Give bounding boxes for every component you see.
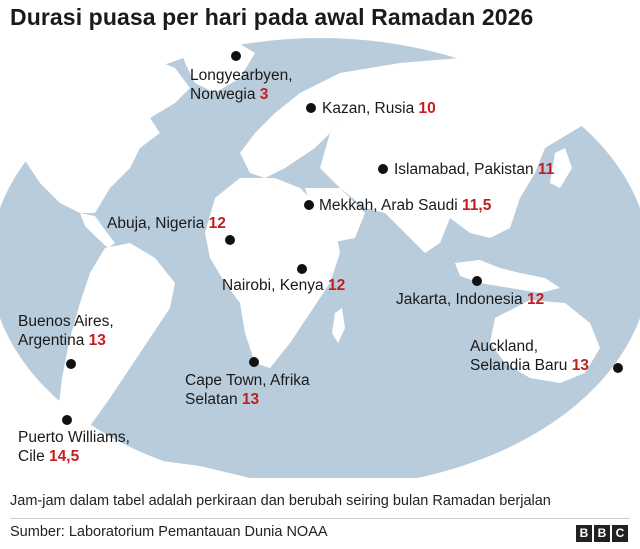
label-mekkah: Mekkah, Arab Saudi 11,5 [319,197,492,214]
bbc-logo-letter: C [612,525,628,542]
land-africa [205,178,340,368]
source-credit: Sumber: Laboratorium Pemantauan Dunia NO… [10,524,328,540]
world-map: Longyearbyen, Norwegia 3 Kazan, Rusia 10… [0,38,640,478]
label-jakarta: Jakarta, Indonesia 12 [396,291,545,308]
dot-puerto-williams [62,415,72,425]
land-north-america [0,48,190,213]
bbc-logo-letter: B [576,525,592,542]
label-kazan: Kazan, Rusia 10 [322,100,436,117]
land-europe [240,93,340,178]
label-abuja: Abuja, Nigeria 12 [107,215,226,232]
dot-abuja [225,235,235,245]
land-central-america [80,213,115,248]
label-islamabad: Islamabad, Pakistan 11 [394,161,555,178]
label-longyearbyen: Longyearbyen, Norwegia 3 [190,67,293,103]
land-australia [490,300,600,383]
label-puerto-williams: Puerto Williams, Cile 14,5 [18,429,130,465]
dot-nairobi [297,264,307,274]
dot-mekkah [304,200,314,210]
dot-jakarta [472,276,482,286]
footer-divider [10,518,630,519]
dot-auckland [613,363,623,373]
land-madagascar [332,308,345,343]
footnote: Jam-jam dalam tabel adalah perkiraan dan… [10,493,551,509]
dot-longyearbyen [231,51,241,61]
label-buenos-aires: Buenos Aires, Argentina 13 [18,313,114,349]
dot-kazan [306,103,316,113]
land-asia [300,58,600,253]
land-indonesia [455,260,560,293]
location-dots [62,51,623,425]
land-arabia [305,188,365,243]
bbc-logo-letter: B [594,525,610,542]
label-cape-town: Cape Town, Afrika Selatan 13 [185,372,310,408]
page-title: Durasi puasa per hari pada awal Ramadan … [10,4,534,30]
land-new-zealand [605,363,625,403]
dot-islamabad [378,164,388,174]
label-auckland: Auckland, Selandia Baru 13 [470,338,589,374]
dot-buenos-aires [66,359,76,369]
world-map-svg [0,38,640,478]
land-japan [550,148,572,188]
dot-cape-town [249,357,259,367]
land-antarctica [60,458,250,478]
label-nairobi: Nairobi, Kenya 12 [222,277,346,294]
land-south-america [58,243,175,438]
bbc-logo: B B C [576,525,628,542]
